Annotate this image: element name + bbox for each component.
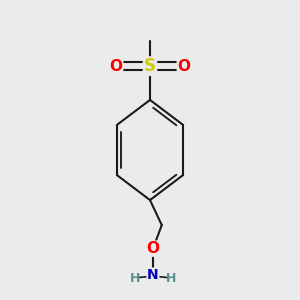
Text: O: O: [146, 241, 159, 256]
Text: H: H: [165, 272, 176, 285]
Text: O: O: [177, 58, 190, 74]
Text: S: S: [144, 57, 156, 75]
Text: O: O: [110, 58, 123, 74]
Text: H: H: [130, 272, 140, 285]
Text: N: N: [147, 268, 159, 282]
